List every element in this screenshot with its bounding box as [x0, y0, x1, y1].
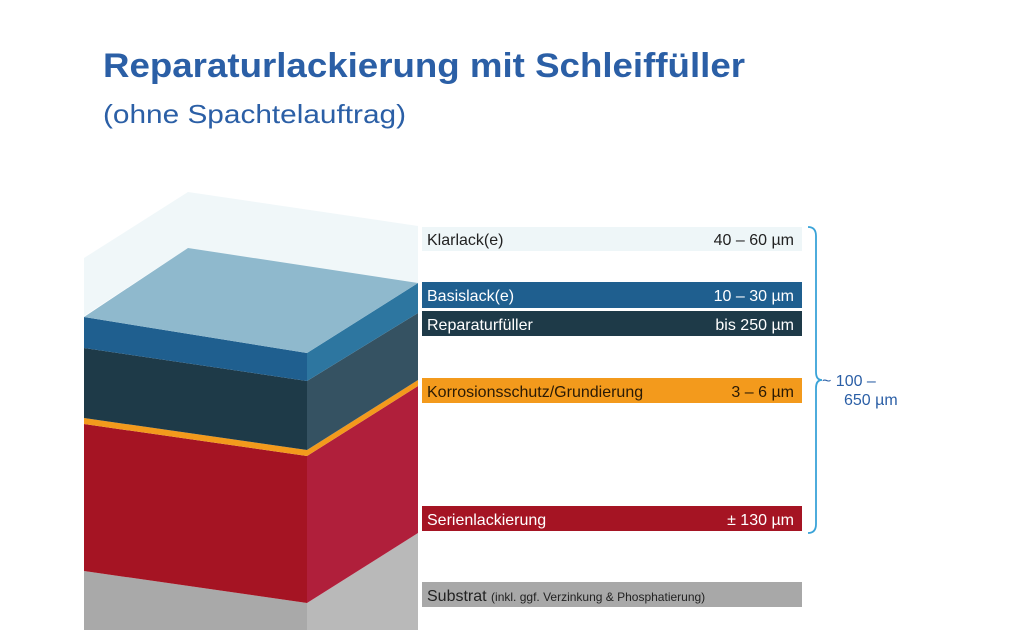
cube-top	[84, 248, 418, 353]
layer-label-substrat: Substrat (inkl. ggf. Verzinkung & Phosph…	[422, 582, 802, 607]
layer-thickness: bis 250 µm	[715, 317, 794, 334]
layer-name-substrat: Substrat (inkl. ggf. Verzinkung & Phosph…	[427, 588, 705, 605]
layer-name: Reparaturfüller	[427, 317, 534, 334]
base-side	[307, 283, 418, 381]
layer-label-serienlackierung: Serienlackierung ± 130 µm	[422, 506, 802, 531]
filler-side	[307, 313, 418, 450]
layer-name: Klarlack(e)	[427, 232, 503, 249]
layer-cube	[84, 192, 418, 630]
layer-thickness: 10 – 30 µm	[714, 288, 794, 305]
page-title: Reparaturlackierung mit Schleiffüller	[103, 47, 745, 85]
primer-side	[307, 380, 418, 456]
substrate-side	[307, 533, 418, 630]
layer-thickness: 3 – 6 µm	[731, 384, 794, 401]
base-front	[84, 317, 307, 381]
layer-name: Korrosionsschutz/Grundierung	[427, 384, 643, 401]
layer-label-klarlack: Klarlack(e) 40 – 60 µm	[422, 227, 802, 251]
filler-front	[84, 348, 307, 450]
primer-front	[84, 418, 307, 456]
layer-name: Serienlackierung	[427, 512, 546, 529]
layer-thickness: ± 130 µm	[727, 512, 794, 529]
total-brace	[807, 226, 823, 534]
layer-label-basislack: Basislack(e) 10 – 30 µm	[422, 282, 802, 308]
total-thickness-line1: ~ 100 –	[822, 373, 876, 390]
page-subtitle: (ohne Spachtelauftrag)	[103, 99, 406, 129]
clearcoat-ghost	[84, 192, 418, 316]
layer-label-reparaturfueller: Reparaturfüller bis 250 µm	[422, 311, 802, 336]
total-thickness-line2: 650 µm	[844, 392, 898, 409]
layer-thickness: 40 – 60 µm	[714, 232, 794, 249]
layer-name: Basislack(e)	[427, 288, 514, 305]
substrate-front	[84, 571, 307, 630]
oem-front	[84, 424, 307, 603]
oem-side	[307, 386, 418, 603]
layer-label-korrosionsschutz: Korrosionsschutz/Grundierung 3 – 6 µm	[422, 378, 802, 403]
